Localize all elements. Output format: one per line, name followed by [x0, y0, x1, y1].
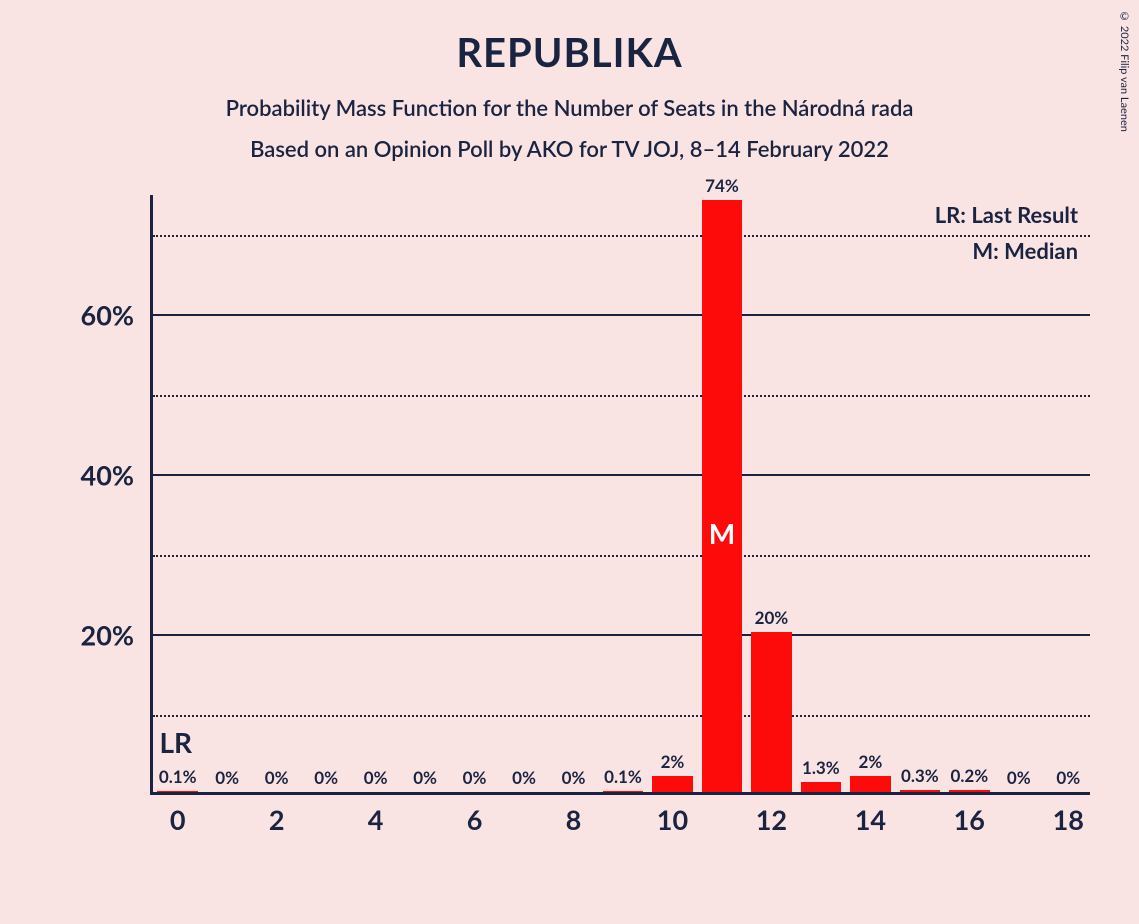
chart-subtitle-1: Probability Mass Function for the Number…	[0, 94, 1139, 121]
bar: 0.3%	[900, 790, 941, 792]
bar-value-label: 0%	[562, 767, 586, 792]
bar-value-label: 0.2%	[950, 765, 988, 790]
x-axis-tick-label: 4	[368, 803, 384, 836]
x-axis-tick-label: 8	[566, 803, 582, 836]
median-marker: M	[709, 516, 735, 550]
bar-value-label: 2%	[858, 751, 882, 776]
plot-wrapper: LR: Last Result M: Median 20%40%60%0.1%L…	[60, 195, 1100, 875]
grid-minor-line	[153, 235, 1090, 237]
x-axis-tick-label: 14	[855, 803, 886, 836]
x-axis-tick-label: 6	[467, 803, 483, 836]
bar: 1.3%	[801, 782, 842, 792]
bar-value-label: 0.3%	[901, 765, 939, 790]
bar-value-label: 2%	[661, 751, 685, 776]
grid-major-line	[153, 634, 1090, 636]
grid-minor-line	[153, 395, 1090, 397]
chart-title: REPUBLIKA	[0, 0, 1139, 76]
x-axis-tick-label: 0	[170, 803, 186, 836]
y-axis-tick-label: 40%	[54, 459, 134, 492]
bar-value-label: 1.3%	[802, 757, 840, 782]
legend-m: M: Median	[972, 237, 1078, 264]
bar: 2%	[652, 776, 693, 792]
copyright-text: © 2022 Filip van Laenen	[1118, 10, 1131, 132]
x-axis-tick-label: 18	[1053, 803, 1084, 836]
bar-value-label: 0%	[215, 767, 239, 792]
chart-subtitle-2: Based on an Opinion Poll by AKO for TV J…	[0, 135, 1139, 162]
bar-value-label: 0%	[265, 767, 289, 792]
last-result-marker: LR	[159, 725, 192, 759]
x-axis-tick-label: 2	[269, 803, 285, 836]
bar-value-label: 0%	[314, 767, 338, 792]
bar-value-label: 0%	[1007, 767, 1031, 792]
bar-value-label: 0%	[463, 767, 487, 792]
bar-value-label: 0%	[1056, 767, 1080, 792]
bar: 2%	[850, 776, 891, 792]
bar-value-label: 0%	[413, 767, 437, 792]
grid-major-line	[153, 474, 1090, 476]
bar-value-label: 0.1%	[159, 766, 197, 791]
x-axis-tick-label: 10	[657, 803, 688, 836]
bar: 0.1%	[603, 791, 644, 792]
bar: 0.2%	[949, 790, 990, 792]
y-axis-tick-label: 60%	[54, 299, 134, 332]
grid-minor-line	[153, 555, 1090, 557]
bar-value-label: 74%	[705, 175, 739, 200]
y-axis-tick-label: 20%	[54, 619, 134, 652]
bar: 74%M	[702, 200, 743, 792]
plot-area: LR: Last Result M: Median 20%40%60%0.1%L…	[150, 195, 1090, 795]
bar: 0.1%	[157, 791, 198, 792]
bar-value-label: 0%	[512, 767, 536, 792]
x-axis-tick-label: 16	[954, 803, 985, 836]
bar-value-label: 20%	[755, 607, 789, 632]
grid-minor-line	[153, 715, 1090, 717]
bar-value-label: 0.1%	[604, 766, 642, 791]
grid-major-line	[153, 314, 1090, 316]
bar: 20%	[751, 632, 792, 792]
legend-lr: LR: Last Result	[935, 201, 1078, 228]
x-axis-tick-label: 12	[756, 803, 787, 836]
bar-value-label: 0%	[364, 767, 388, 792]
